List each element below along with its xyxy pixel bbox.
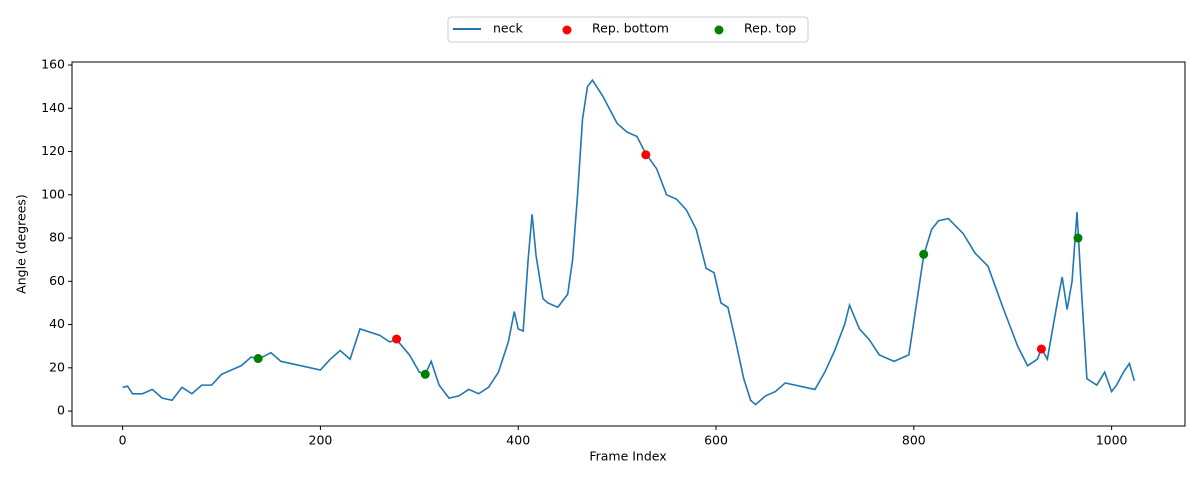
legend-swatch [714,25,724,35]
y-tick-label: 120 [41,143,65,158]
legend-label: neck [493,21,523,36]
x-tick-label: 0 [119,433,127,448]
scatter-point [1073,233,1083,243]
scatter-point [253,354,263,364]
legend-label: Rep. bottom [592,21,669,36]
scatter-point [641,150,651,160]
legend-swatch [562,25,572,35]
y-tick-label: 80 [49,230,65,245]
scatter-point [919,249,929,259]
x-tick-label: 800 [902,433,926,448]
y-tick-label: 60 [49,273,65,288]
x-tick-label: 1000 [1096,433,1128,448]
x-tick-label: 600 [704,433,728,448]
legend-label: Rep. top [744,21,796,36]
x-tick-label: 400 [506,433,530,448]
y-tick-label: 100 [41,186,65,201]
x-axis-label: Frame Index [589,449,666,464]
y-tick-label: 40 [49,316,65,331]
y-tick-label: 0 [57,403,65,418]
plot-frame [71,61,1186,427]
scatter-point [420,369,430,379]
y-tick-label: 160 [41,57,65,72]
y-axis-label: Angle (degrees) [14,194,29,294]
legend: neck Rep. bottom Rep. top [447,16,809,43]
scatter-point [1036,344,1046,354]
legend-frame [447,16,809,43]
scatter-point [392,334,402,344]
line [122,78,1136,406]
y-tick-label: 140 [41,100,65,115]
y-tick-label: 20 [49,359,65,374]
x-tick-label: 200 [309,433,333,448]
